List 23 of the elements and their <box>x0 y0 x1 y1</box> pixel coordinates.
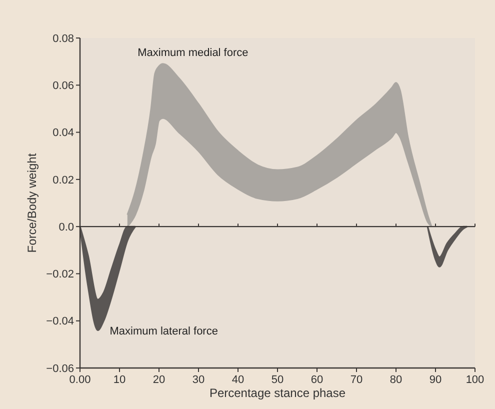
x-tick-label: 60 <box>310 374 324 386</box>
annotation: Maximum lateral force <box>110 325 218 338</box>
x-tick-label: 90 <box>429 374 442 386</box>
y-tick-label: 0.04 <box>52 127 74 140</box>
y-tick-label: 0.08 <box>52 32 74 45</box>
y-tick-label: 0.02 <box>52 174 74 186</box>
x-axis-title: Percentage stance phase <box>209 386 346 400</box>
y-tick-label: −0.06 <box>46 362 74 375</box>
x-tick-label: 100 <box>466 374 484 386</box>
y-tick-label: −0.02 <box>46 268 74 281</box>
x-tick-label: 80 <box>390 374 402 386</box>
x-tick-label: 50 <box>271 374 284 386</box>
x-tick-label: 70 <box>350 374 363 386</box>
x-tick-label: 40 <box>232 374 244 386</box>
y-tick-label: −0.04 <box>46 316 74 328</box>
x-tick-label: 20 <box>152 374 166 386</box>
annotation: Maximum medial force <box>138 46 248 59</box>
y-axis-title: Force/Body weight <box>25 152 39 253</box>
x-tick-label: 30 <box>192 374 205 386</box>
x-tick-label: 0.00 <box>69 374 91 386</box>
y-tick-label: 0.06 <box>52 80 74 92</box>
y-tick-label: 0.0 <box>58 221 74 234</box>
x-tick-label: 10 <box>113 374 126 386</box>
